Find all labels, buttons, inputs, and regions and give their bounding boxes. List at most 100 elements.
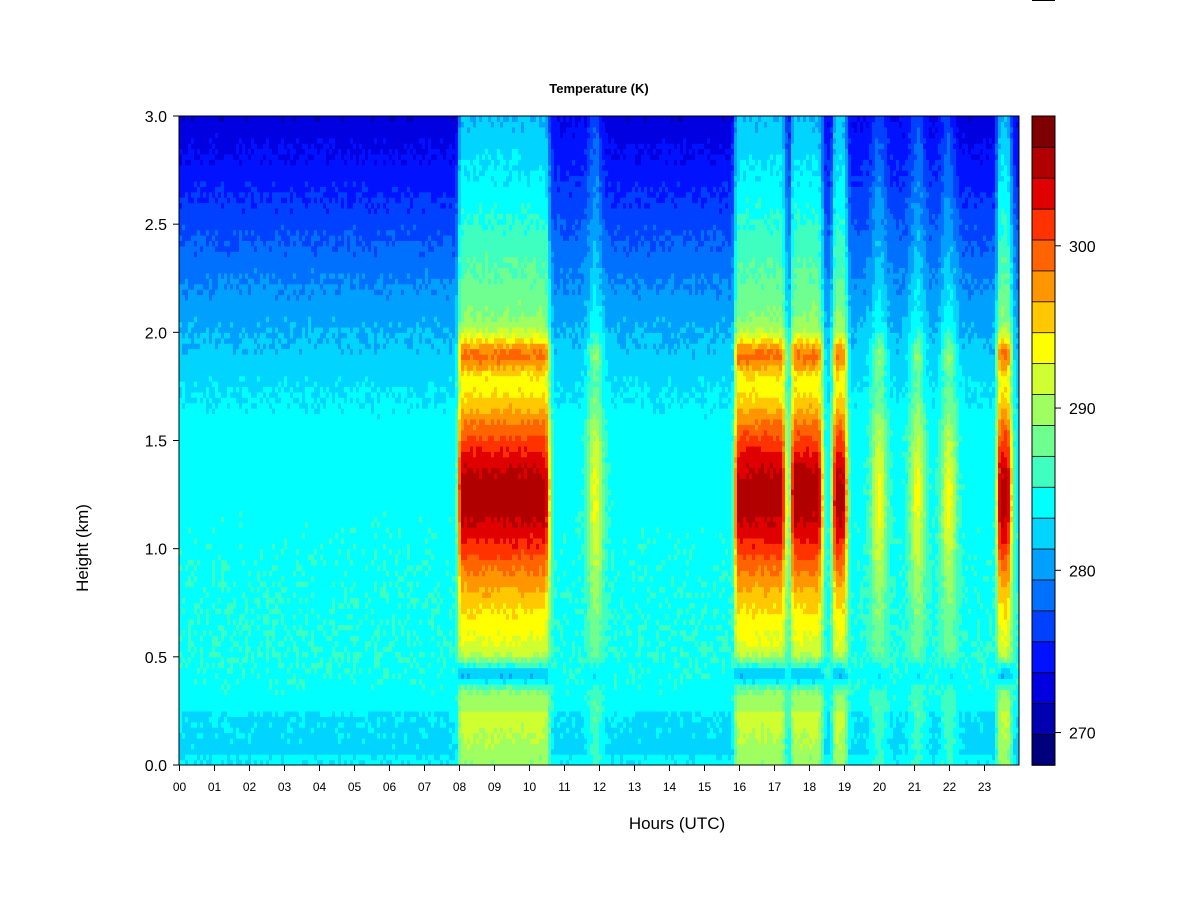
heatmap-cell bbox=[206, 375, 210, 382]
heatmap-cell bbox=[218, 180, 222, 187]
heatmap-cell bbox=[197, 483, 201, 490]
heatmap-cell bbox=[197, 207, 201, 214]
heatmap-cell bbox=[209, 429, 213, 436]
heatmap-cell bbox=[194, 218, 198, 225]
heatmap-cell bbox=[179, 326, 183, 333]
heatmap-cell bbox=[236, 299, 240, 306]
heatmap-cell bbox=[236, 575, 240, 582]
heatmap-cell bbox=[206, 689, 210, 696]
heatmap-cell bbox=[185, 586, 189, 593]
heatmap-cell bbox=[206, 489, 210, 496]
heatmap-cell bbox=[179, 586, 183, 593]
heatmap-cell bbox=[182, 299, 186, 306]
heatmap-cell bbox=[191, 700, 195, 707]
heatmap-cell bbox=[209, 397, 213, 404]
heatmap-cell bbox=[218, 662, 222, 669]
heatmap-cell bbox=[215, 251, 219, 258]
heatmap-cell bbox=[194, 516, 198, 523]
heatmap-cell bbox=[194, 159, 198, 166]
heatmap-cell bbox=[197, 375, 201, 382]
heatmap-cell bbox=[230, 310, 234, 317]
heatmap-cell bbox=[212, 402, 216, 409]
heatmap-cell bbox=[200, 759, 204, 765]
heatmap-cell bbox=[209, 613, 213, 620]
heatmap-cell bbox=[194, 575, 198, 582]
heatmap-cell bbox=[221, 256, 225, 263]
heatmap-cell bbox=[185, 597, 189, 604]
heatmap-cell bbox=[215, 121, 219, 128]
heatmap-cell bbox=[239, 224, 243, 231]
heatmap-cell bbox=[206, 737, 210, 744]
heatmap-cell bbox=[236, 413, 240, 420]
heatmap-cell bbox=[206, 359, 210, 366]
heatmap-cell bbox=[215, 289, 219, 296]
heatmap-cell bbox=[209, 467, 213, 474]
heatmap-cell bbox=[233, 159, 237, 166]
heatmap-cell bbox=[206, 240, 210, 247]
heatmap-cell bbox=[188, 402, 192, 409]
heatmap-cell bbox=[236, 375, 240, 382]
heatmap-cell bbox=[209, 727, 213, 734]
heatmap-cell bbox=[194, 640, 198, 647]
heatmap-cell bbox=[242, 705, 246, 712]
heatmap-cell bbox=[245, 445, 249, 452]
heatmap-cell bbox=[221, 716, 225, 723]
heatmap-cell bbox=[221, 381, 225, 388]
heatmap-cell bbox=[239, 429, 243, 436]
heatmap-cell bbox=[200, 581, 204, 588]
heatmap-cell bbox=[224, 386, 228, 393]
heatmap-cell bbox=[227, 197, 231, 204]
heatmap-cell bbox=[203, 559, 207, 566]
heatmap-cell bbox=[206, 164, 210, 171]
heatmap-cell bbox=[227, 445, 231, 452]
heatmap-cell bbox=[239, 116, 243, 123]
heatmap-cell bbox=[182, 310, 186, 317]
heatmap-cell bbox=[227, 629, 231, 636]
heatmap-cell bbox=[221, 413, 225, 420]
heatmap-cell bbox=[227, 532, 231, 539]
heatmap-cell bbox=[185, 186, 189, 193]
heatmap-cell bbox=[182, 662, 186, 669]
heatmap-cell bbox=[224, 467, 228, 474]
heatmap-cell bbox=[191, 489, 195, 496]
heatmap-cell bbox=[242, 148, 246, 155]
heatmap-cell bbox=[221, 440, 225, 447]
heatmap-cell bbox=[209, 629, 213, 636]
heatmap-cell bbox=[179, 283, 183, 290]
heatmap-cell bbox=[182, 353, 186, 360]
heatmap-cell bbox=[230, 527, 234, 534]
heatmap-cell bbox=[185, 386, 189, 393]
heatmap-cell bbox=[212, 554, 216, 561]
heatmap-cell bbox=[239, 326, 243, 333]
heatmap-cell bbox=[200, 397, 204, 404]
heatmap-cell bbox=[242, 499, 246, 506]
heatmap-cell bbox=[227, 462, 231, 469]
heatmap-cell bbox=[236, 229, 240, 236]
heatmap-cell bbox=[200, 559, 204, 566]
heatmap-cell bbox=[197, 332, 201, 339]
heatmap-cell bbox=[239, 234, 243, 241]
heatmap-cell bbox=[179, 564, 183, 571]
heatmap-cell bbox=[185, 310, 189, 317]
heatmap-cell bbox=[221, 494, 225, 501]
heatmap-cell bbox=[188, 597, 192, 604]
heatmap-cell bbox=[212, 348, 216, 355]
heatmap-cell bbox=[227, 132, 231, 139]
heatmap-cell bbox=[233, 429, 237, 436]
heatmap-cell bbox=[203, 126, 207, 133]
heatmap-cell bbox=[212, 559, 216, 566]
heatmap-cell bbox=[194, 597, 198, 604]
heatmap-cell bbox=[215, 700, 219, 707]
heatmap-cell bbox=[191, 234, 195, 241]
heatmap-cell bbox=[188, 559, 192, 566]
heatmap-cell bbox=[191, 202, 195, 209]
heatmap-cell bbox=[191, 748, 195, 755]
heatmap-cell bbox=[212, 435, 216, 442]
heatmap-cell bbox=[203, 732, 207, 739]
heatmap-cell bbox=[233, 743, 237, 750]
heatmap-cell bbox=[233, 337, 237, 344]
heatmap-cell bbox=[236, 180, 240, 187]
heatmap-cell bbox=[188, 732, 192, 739]
heatmap-cell bbox=[209, 656, 213, 663]
heatmap-cell bbox=[236, 489, 240, 496]
